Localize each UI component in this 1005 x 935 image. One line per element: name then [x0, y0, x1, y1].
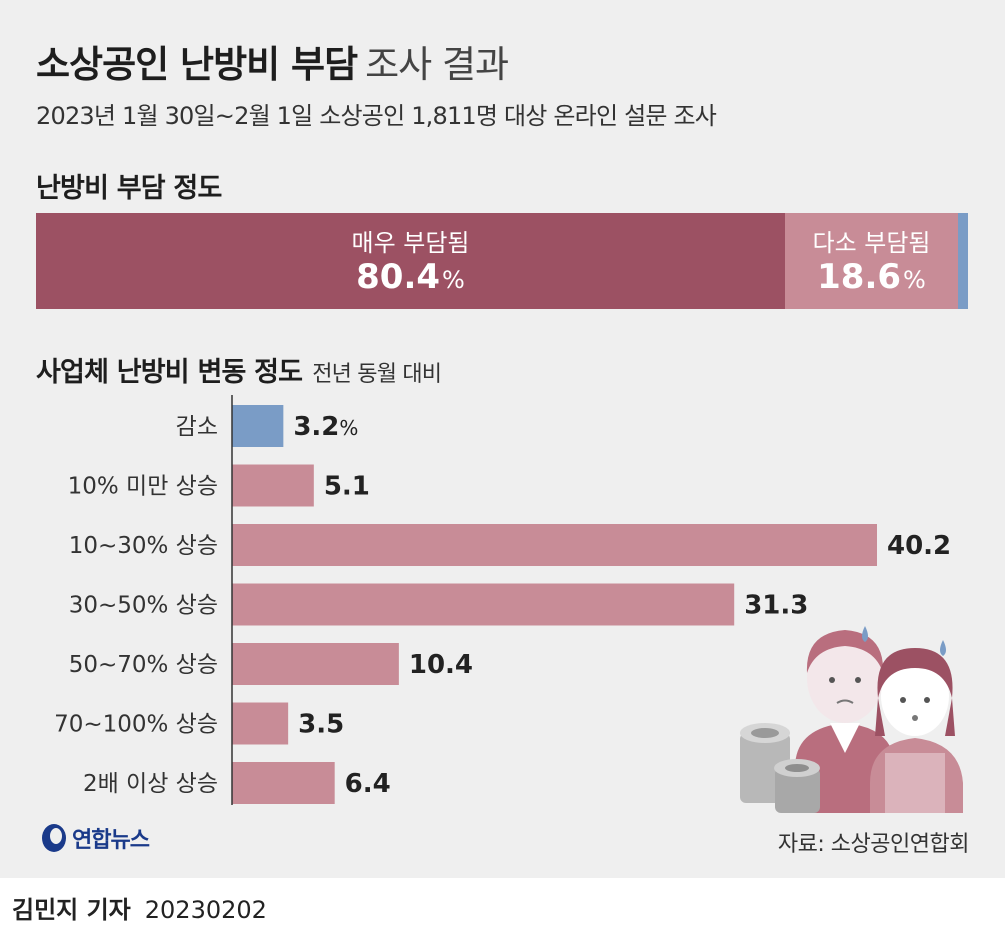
value-label: 10.4 — [409, 650, 473, 680]
burden-segment-label: 다소 부담됨 — [812, 229, 931, 257]
category-label: 10~30% 상승 — [69, 533, 218, 559]
change-bar — [232, 524, 877, 566]
coin-stack-icon — [740, 723, 820, 813]
burden-segment-2 — [958, 213, 968, 309]
change-bar — [232, 643, 399, 685]
change-bar-chart: 감소 3.2% 10% 미만 상승 5.1 10~30% 상승 40.2 30~50% 상승… — [54, 395, 951, 805]
change-section-title: 사업체 난방비 변동 정도 전년 동월 대비 — [36, 350, 442, 389]
byline: 김민지 기자 20230202 — [12, 890, 267, 925]
title-bold: 소상공인 난방비 부담 — [36, 43, 358, 86]
value-label: 40.2 — [887, 531, 951, 561]
change-bar — [232, 464, 314, 507]
value-label: 3.2% — [293, 412, 358, 442]
burden-segment-label: 매우 부담됨 — [351, 229, 470, 257]
sweat-drop-icon-2 — [940, 640, 946, 656]
burden-segment-0: 매우 부담됨 80.4% — [36, 213, 785, 309]
woman-figure — [870, 648, 963, 813]
category-label: 10% 미만 상승 — [68, 474, 218, 500]
sweat-drop-icon — [862, 626, 868, 642]
burden-stacked-bar: 매우 부담됨 80.4% 다소 부담됨 18.6% — [36, 213, 968, 309]
source-note: 자료: 소상공인연합회 — [777, 832, 970, 857]
reporter-name: 김민지 기자 — [12, 896, 131, 924]
yonhap-logo-icon — [42, 824, 66, 852]
change-bar — [232, 702, 289, 745]
survey-subtitle: 2023년 1월 30일~2월 1일 소상공인 1,811명 대상 온라인 설문… — [36, 102, 717, 130]
burden-segment-value: 18.6% — [817, 257, 926, 297]
category-label: 감소 — [176, 414, 218, 440]
shop-owners-illustration — [740, 626, 963, 813]
publish-date: 20230202 — [144, 896, 267, 924]
logo-text: 연합뉴스 — [72, 828, 150, 853]
value-label: 3.5 — [298, 710, 344, 740]
burden-segment-value: 80.4% — [356, 257, 465, 297]
burden-section-title: 난방비 부담 정도 — [36, 173, 222, 204]
change-title-note: 전년 동월 대비 — [312, 362, 442, 387]
change-title-text: 사업체 난방비 변동 정도 — [36, 357, 303, 388]
title-light: 조사 결과 — [365, 43, 509, 86]
category-label: 30~50% 상승 — [69, 593, 218, 619]
value-label: 31.3 — [744, 591, 808, 621]
yonhap-logo: 연합뉴스 — [40, 822, 150, 854]
burden-segment-1: 다소 부담됨 18.6% — [785, 213, 958, 309]
change-bar — [232, 583, 735, 626]
change-bar — [232, 762, 335, 804]
category-label: 70~100% 상승 — [54, 712, 218, 738]
value-label: 6.4 — [345, 769, 391, 799]
category-label: 2배 이상 상승 — [83, 771, 218, 797]
change-bar — [232, 405, 284, 447]
page-title: 소상공인 난방비 부담 조사 결과 — [36, 34, 509, 88]
value-label: 5.1 — [324, 472, 370, 502]
category-label: 50~70% 상승 — [69, 652, 218, 678]
